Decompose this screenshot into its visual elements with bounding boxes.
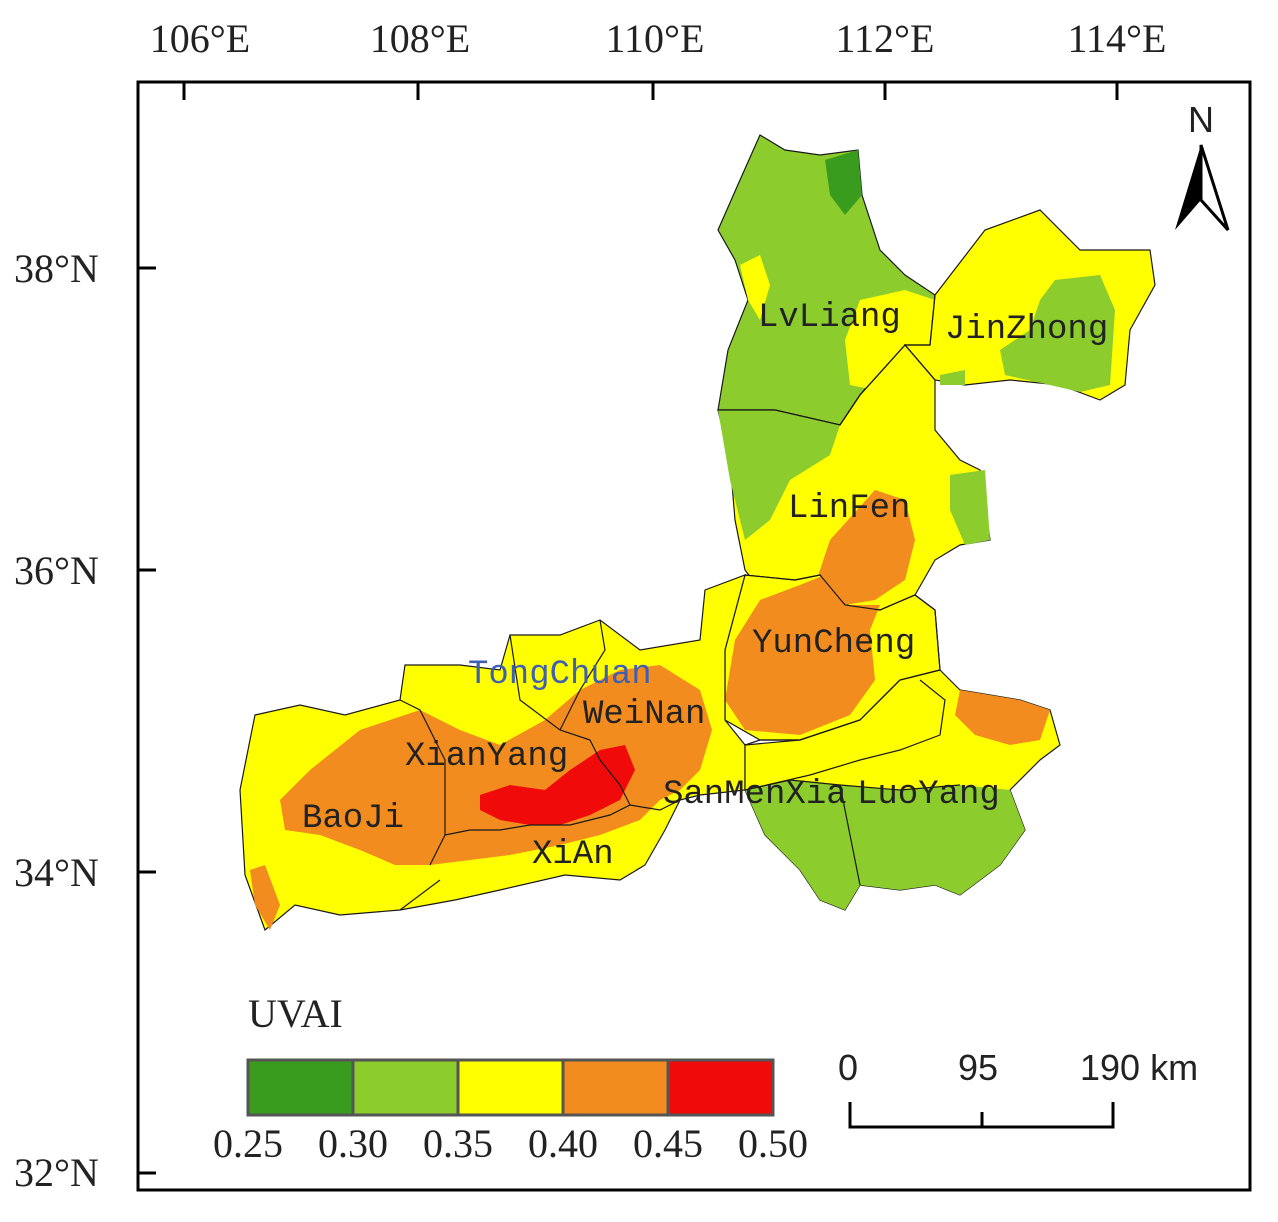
city-label-xianyang: XianYang xyxy=(405,738,568,776)
region-baoji-orange-sw xyxy=(250,865,280,930)
city-label-sanmenxia: SanMenXia xyxy=(663,776,847,814)
legend-tick-label: 0.50 xyxy=(738,1121,808,1166)
city-label-yuncheng: YunCheng xyxy=(752,625,915,663)
north-arrow: N xyxy=(1175,99,1230,232)
city-label-baoji: BaoJi xyxy=(302,800,404,838)
city-label-xian: XiAn xyxy=(532,836,614,874)
latitude-ticks xyxy=(138,266,156,1175)
legend-swatch xyxy=(666,1058,775,1117)
region-xian-red xyxy=(480,745,635,825)
region-guanzhong-orange xyxy=(280,665,712,865)
city-boundaries xyxy=(399,294,961,911)
legend-title: UVAI xyxy=(248,991,343,1036)
city-label-weinan: WeiNan xyxy=(583,696,705,734)
scale-bar-line xyxy=(848,1102,1115,1129)
lon-label-112e: 112°E xyxy=(836,16,935,61)
lon-label-106e: 106°E xyxy=(150,16,250,61)
north-arrow-icon-left xyxy=(1175,145,1201,230)
region-lvliang-yellow-west xyxy=(740,255,770,320)
legend: UVAI 0.25 0.30 0.35 0.40 0.45 0.50 xyxy=(213,991,808,1166)
region-sanmenxia-green xyxy=(745,780,1025,910)
lat-label-34n: 34°N xyxy=(14,850,99,895)
region-luoyang-orange xyxy=(955,690,1050,745)
lon-label-108e: 108°E xyxy=(370,16,470,61)
legend-swatch xyxy=(456,1058,565,1117)
region-dark-green-patch xyxy=(825,150,862,215)
legend-swatches xyxy=(246,1058,775,1117)
lon-label-110e: 110°E xyxy=(606,16,705,61)
legend-swatch xyxy=(246,1058,355,1117)
region-linfen-green-east xyxy=(950,470,990,545)
region-yuncheng-orange xyxy=(725,575,880,735)
legend-tick-label: 0.45 xyxy=(633,1121,703,1166)
city-label-linfen: LinFen xyxy=(788,490,910,528)
legend-swatch xyxy=(561,1058,670,1117)
legend-tick-labels: 0.25 0.30 0.35 0.40 0.45 0.50 xyxy=(213,1121,808,1166)
scale-label-95: 95 xyxy=(958,1047,998,1088)
region-linfen-green xyxy=(718,410,840,540)
north-label: N xyxy=(1188,99,1214,140)
lat-label-38n: 38°N xyxy=(14,246,99,291)
scale-bar: 0 95 190 km xyxy=(838,1047,1198,1129)
region-linfen-orange xyxy=(815,490,915,605)
lon-label-114e: 114°E xyxy=(1068,16,1167,61)
uvai-surface xyxy=(239,134,1156,932)
legend-tick-label: 0.35 xyxy=(423,1121,493,1166)
longitude-ticks xyxy=(182,82,1119,100)
legend-tick-label: 0.25 xyxy=(213,1121,283,1166)
north-arrow-icon-right xyxy=(1199,144,1230,232)
city-label-tongchuan: TongChuan xyxy=(468,656,652,694)
legend-tick-label: 0.40 xyxy=(528,1121,598,1166)
city-label-luoyang: LuoYang xyxy=(857,776,1000,814)
legend-tick-label: 0.30 xyxy=(318,1121,388,1166)
scale-label-0: 0 xyxy=(838,1047,858,1088)
lat-label-36n: 36°N xyxy=(14,548,99,593)
region-jinzhong-green xyxy=(1000,275,1115,392)
city-label-lvliang: LvLiang xyxy=(758,299,901,337)
scale-label-190km: 190 km xyxy=(1080,1047,1198,1088)
legend-swatch xyxy=(351,1058,460,1117)
region-jinzhong-green-small xyxy=(940,370,965,385)
city-label-jinzhong: JinZhong xyxy=(945,311,1108,349)
lat-label-32n: 32°N xyxy=(14,1150,99,1195)
region-lvliang-yellow-east xyxy=(845,290,935,390)
